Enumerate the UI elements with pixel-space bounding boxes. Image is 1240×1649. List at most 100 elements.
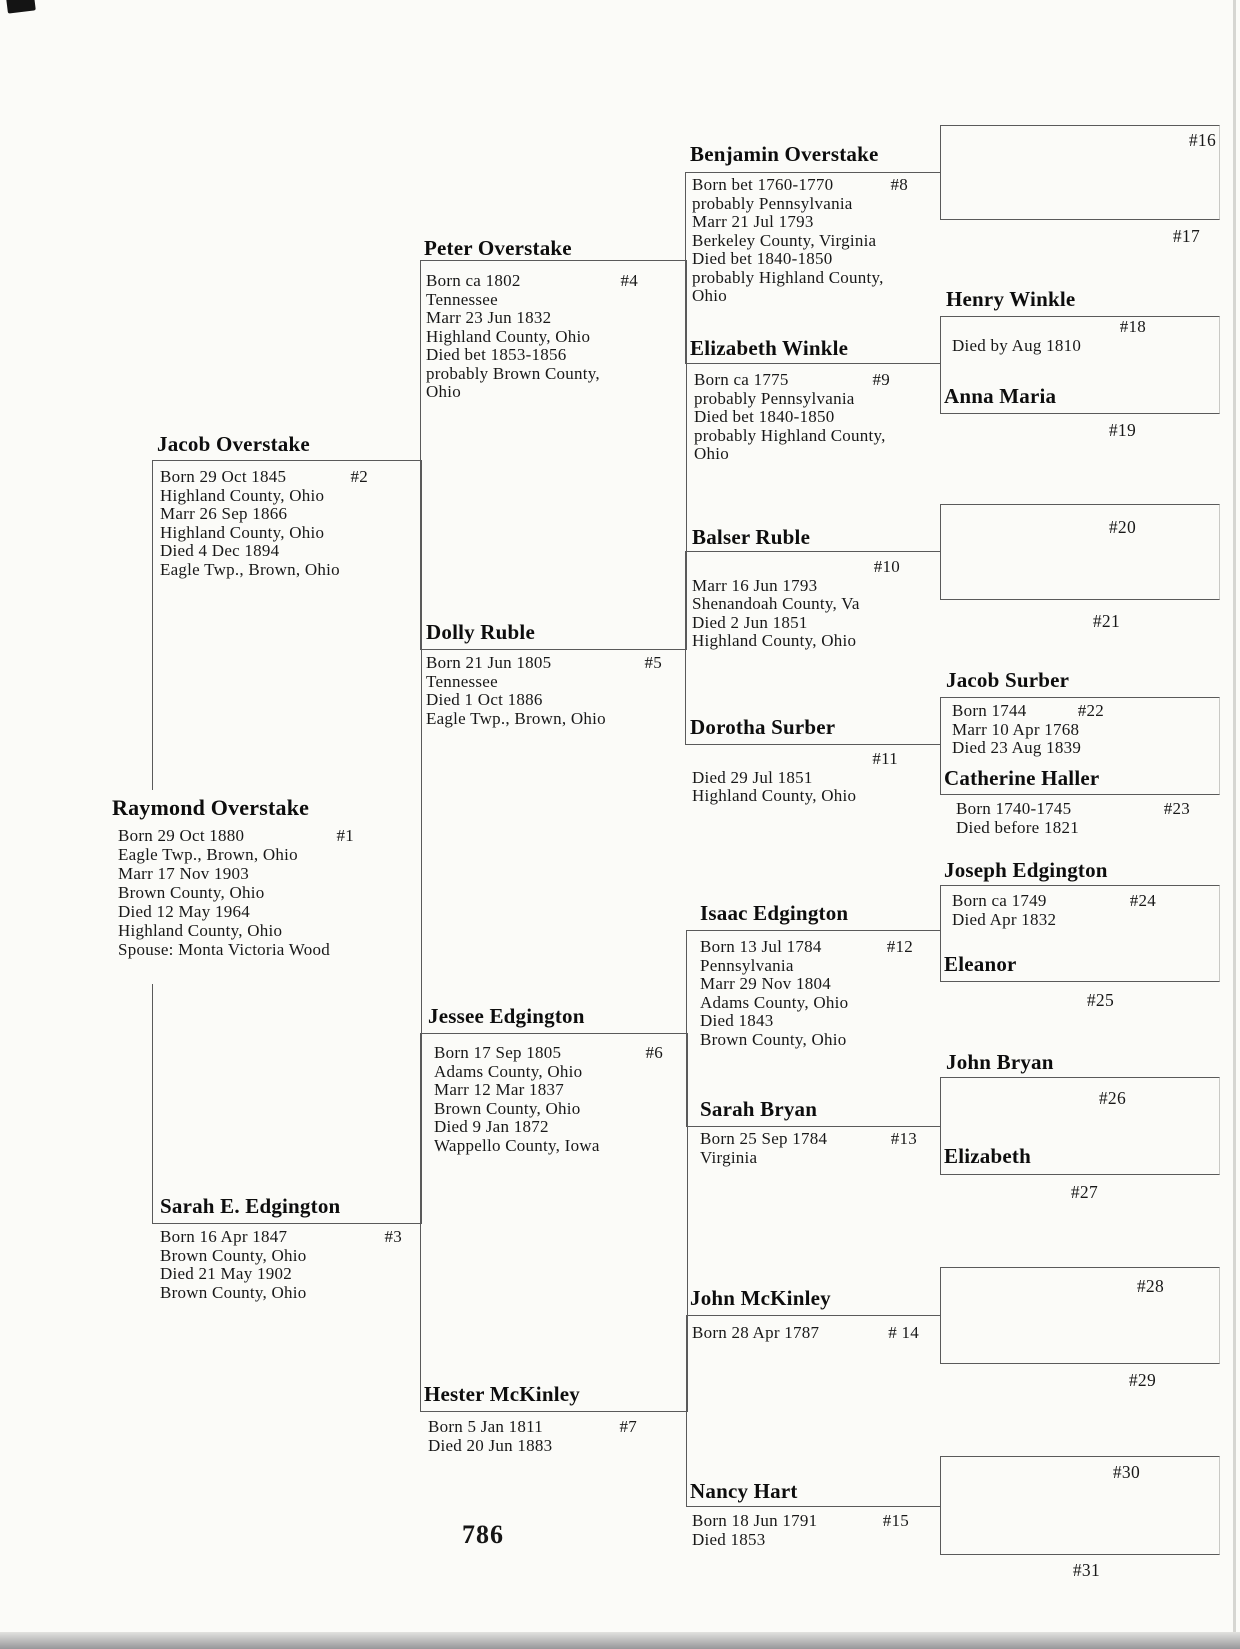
couple-box-jacobsurber-catherine (940, 697, 1220, 795)
person-details: #15 Born 18 Jun 1791 Died 1853 (692, 1511, 927, 1549)
ancestor-number: #4 (620, 271, 638, 290)
detail-line: probably Highland County, (694, 425, 886, 445)
detail-line: Berkeley County, Virginia (692, 230, 877, 250)
detail-line: Highland County, Ohio (160, 522, 325, 542)
ancestor-number: #23 (1163, 799, 1190, 818)
page-number: 786 (462, 1520, 504, 1549)
ancestor-number: #30 (1112, 1462, 1140, 1482)
couple-box-isaac-sarahbryan (686, 930, 941, 1127)
ancestor-number: #18 (1119, 317, 1146, 336)
detail-line: Born 1740-1745 (956, 799, 1072, 818)
detail-line: Marr 12 Mar 1837 (434, 1080, 565, 1099)
detail-line: Died 23 Aug 1839 (952, 738, 1082, 757)
couple-box-16-17 (940, 125, 1220, 220)
person-details: #2 Born 29 Oct 1845 Highland County, Ohio… (160, 467, 410, 579)
detail-line: Virginia (700, 1147, 758, 1167)
couple-box-benjamin-elizabeth (685, 172, 941, 364)
couple-box-jessee-hester (420, 1033, 688, 1412)
detail-line: Born ca 1775 (694, 370, 789, 389)
couple-box-28-29 (940, 1267, 1220, 1364)
ancestor-number: #20 (1108, 517, 1136, 537)
ancestor-number: #3 (384, 1227, 402, 1246)
scan-bottom-edge (0, 1632, 1240, 1649)
detail-line: Born 25 Sep 1784 (700, 1129, 828, 1148)
person-details: #18 Died by Aug 1810 (952, 317, 1148, 355)
person-name: Balser Ruble (692, 525, 811, 549)
scan-corner-mark (6, 0, 36, 14)
couple-box-henry-anna (940, 316, 1220, 414)
detail-line: Eagle Twp., Brown, Ohio (426, 708, 606, 728)
detail-line: Highland County, Ohio (118, 921, 283, 940)
person-name: Isaac Edgington (700, 901, 849, 925)
detail-line: Died bet 1840-1850 (694, 407, 835, 426)
detail-line: Ohio (426, 382, 461, 401)
detail-line: Marr 21 Jul 1793 (692, 212, 814, 231)
detail-line: Born 17 Sep 1805 (434, 1043, 562, 1062)
detail-line: Died 12 May 1964 (118, 902, 250, 921)
couple-box-joseph-eleanor (940, 885, 1220, 982)
person-name: Nancy Hart (690, 1479, 798, 1503)
person-details: #3 Born 16 Apr 1847 Brown County, Ohio Die… (160, 1227, 410, 1302)
detail-line: Wappello County, Iowa (434, 1135, 600, 1155)
ancestor-number: #13 (890, 1129, 917, 1148)
person-name: Dorotha Surber (690, 715, 836, 739)
detail-line: Highland County, Ohio (692, 631, 857, 650)
detail-line: Born bet 1760-1770 (692, 175, 834, 194)
ancestor-number: #17 (1172, 226, 1200, 246)
detail-line: Died 29 Jul 1851 (692, 767, 813, 787)
detail-line: Born 13 Jul 1784 (700, 937, 822, 956)
person-name: Sarah Bryan (700, 1097, 818, 1121)
detail-line: Marr 10 Apr 1768 (952, 719, 1080, 739)
detail-line: Born 28 Apr 1787 (692, 1323, 820, 1342)
detail-line: Born 5 Jan 1811 (428, 1417, 544, 1436)
person-details: #6 Born 17 Sep 1805 Adams County, Ohio Mar… (434, 1043, 679, 1155)
person-details: #7 Born 5 Jan 1811 Died 20 Jun 1883 (428, 1417, 673, 1455)
detail-line: Tennessee (426, 289, 498, 309)
detail-line: Died 1853 (692, 1529, 766, 1549)
person-details: #8 Born bet 1760-1770 probably Pennsylvan… (692, 175, 930, 306)
ancestor-number: #31 (1072, 1560, 1100, 1580)
person-name: John Bryan (946, 1050, 1054, 1074)
detail-line: Died before 1821 (956, 817, 1079, 837)
detail-line: Ohio (694, 444, 729, 463)
detail-line: probably Highland County, (692, 267, 884, 287)
person-name: Catherine Haller (944, 766, 1100, 790)
person-name: Eleanor (944, 952, 1017, 976)
ancestor-number: #8 (890, 175, 908, 194)
ancestor-number: #11 (872, 749, 898, 768)
couple-box-peter-dolly (420, 260, 687, 650)
detail-line: Born 29 Oct 1845 (160, 467, 287, 486)
person-details: #4 Born ca 1802 Tennessee Marr 23 Jun 1832… (426, 271, 676, 402)
detail-line: Marr 29 Nov 1804 (700, 974, 832, 993)
detail-line: Died bet 1840-1850 (692, 249, 833, 268)
detail-line: Brown County, Ohio (160, 1282, 307, 1302)
person-details: #9 Born ca 1775 probably Pennsylvania Died… (694, 370, 932, 464)
detail-line: probably Pennsylvania (692, 193, 853, 213)
detail-line: Adams County, Ohio (434, 1061, 583, 1081)
detail-line: Died bet 1853-1856 (426, 345, 567, 364)
person-name: Peter Overstake (424, 236, 572, 260)
ancestor-number: #9 (872, 370, 890, 389)
person-details: #1 Born 29 Oct 1880 Eagle Twp., Brown, Oh… (118, 826, 388, 959)
detail-line: Eagle Twp., Brown, Ohio (160, 559, 340, 579)
detail-line: Spouse: Monta Victoria Wood (118, 940, 330, 959)
detail-line: Died Apr 1832 (952, 909, 1057, 929)
detail-line: Born ca 1802 (426, 271, 521, 290)
detail-line: Brown County, Ohio (160, 1245, 307, 1265)
person-name: Jacob Overstake (157, 432, 310, 456)
ancestor-number: #22 (1077, 701, 1104, 720)
person-name: Benjamin Overstake (690, 142, 879, 166)
detail-line: Shenandoah County, Va (692, 594, 860, 613)
detail-line: Ohio (692, 286, 727, 305)
person-name: Sarah E. Edgington (160, 1194, 341, 1218)
ancestor-number: #1 (336, 826, 354, 845)
ancestor-number: #12 (886, 937, 913, 956)
person-name: John McKinley (690, 1286, 831, 1310)
ancestor-number: # 14 (888, 1323, 919, 1342)
couple-box-30-31 (940, 1456, 1220, 1555)
person-details: #23 Born 1740-1745 Died before 1821 (956, 799, 1192, 837)
detail-line: Died 2 Jun 1851 (692, 612, 808, 632)
detail-line: Died by Aug 1810 (952, 335, 1082, 355)
detail-line: probably Pennsylvania (694, 388, 855, 408)
person-name: Jacob Surber (946, 668, 1070, 692)
